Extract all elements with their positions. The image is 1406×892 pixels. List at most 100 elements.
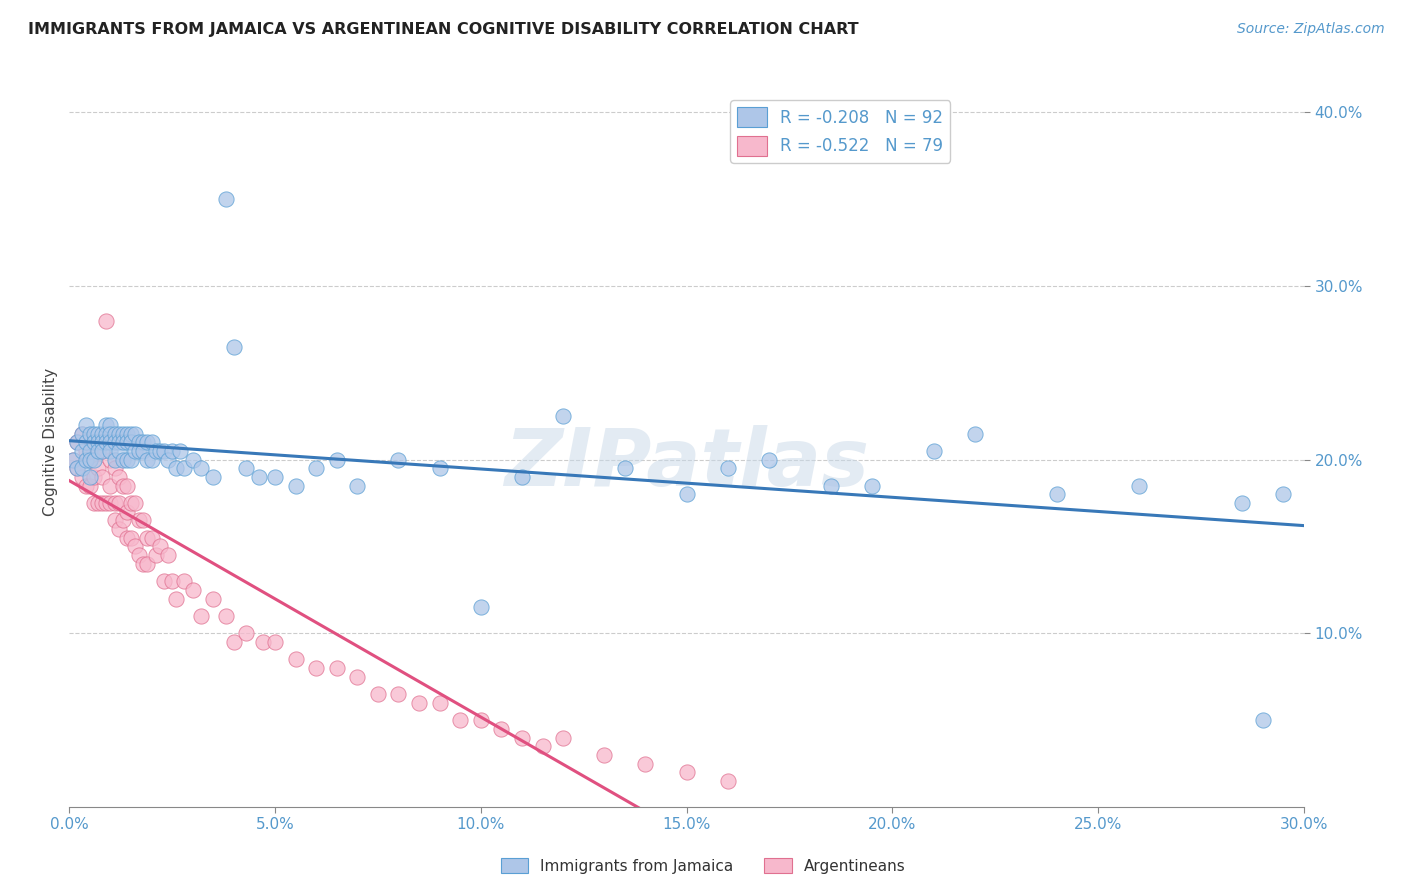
Point — [190, 608, 212, 623]
Point — [79, 443, 101, 458]
Point — [107, 496, 129, 510]
Point — [173, 574, 195, 589]
Point — [107, 443, 129, 458]
Legend: R = -0.208   N = 92, R = -0.522   N = 79: R = -0.208 N = 92, R = -0.522 N = 79 — [730, 101, 950, 162]
Point — [510, 731, 533, 745]
Y-axis label: Cognitive Disability: Cognitive Disability — [44, 368, 58, 516]
Point — [70, 426, 93, 441]
Point — [83, 435, 105, 450]
Point — [87, 461, 110, 475]
Point — [326, 452, 349, 467]
Point — [70, 470, 93, 484]
Point — [470, 600, 492, 615]
Point — [96, 435, 118, 450]
Point — [100, 435, 122, 450]
Point — [66, 435, 89, 450]
Point — [107, 426, 129, 441]
Point — [264, 470, 287, 484]
Point — [235, 461, 257, 475]
Point — [510, 470, 533, 484]
Point — [491, 722, 513, 736]
Point — [66, 461, 89, 475]
Point — [62, 452, 84, 467]
Point — [326, 661, 349, 675]
Point — [136, 531, 159, 545]
Point — [115, 505, 138, 519]
Point — [141, 452, 163, 467]
Point — [1128, 478, 1150, 492]
Point — [145, 548, 167, 562]
Point — [100, 443, 122, 458]
Point — [613, 461, 636, 475]
Point — [91, 435, 114, 450]
Point — [79, 435, 101, 450]
Point — [91, 496, 114, 510]
Point — [190, 461, 212, 475]
Point — [222, 340, 245, 354]
Point — [120, 496, 142, 510]
Point — [305, 661, 328, 675]
Point — [160, 574, 183, 589]
Point — [202, 591, 225, 606]
Point — [87, 443, 110, 458]
Legend: Immigrants from Jamaica, Argentineans: Immigrants from Jamaica, Argentineans — [495, 852, 911, 880]
Point — [181, 452, 204, 467]
Point — [132, 557, 155, 571]
Point — [120, 452, 142, 467]
Point — [214, 608, 236, 623]
Point — [75, 443, 97, 458]
Point — [79, 470, 101, 484]
Point — [136, 452, 159, 467]
Point — [111, 513, 134, 527]
Point — [111, 435, 134, 450]
Point — [62, 452, 84, 467]
Point — [96, 417, 118, 432]
Point — [124, 443, 146, 458]
Point — [675, 487, 697, 501]
Point — [717, 773, 740, 788]
Point — [100, 496, 122, 510]
Point — [91, 443, 114, 458]
Point — [387, 452, 409, 467]
Point — [103, 461, 125, 475]
Point — [100, 478, 122, 492]
Point — [100, 452, 122, 467]
Point — [66, 435, 89, 450]
Point — [141, 435, 163, 450]
Point — [181, 582, 204, 597]
Point — [107, 522, 129, 536]
Point — [922, 443, 945, 458]
Point — [675, 765, 697, 780]
Point — [173, 461, 195, 475]
Point — [66, 461, 89, 475]
Point — [115, 426, 138, 441]
Point — [235, 626, 257, 640]
Point — [149, 540, 172, 554]
Point — [860, 478, 883, 492]
Point — [346, 478, 368, 492]
Point — [202, 470, 225, 484]
Point — [153, 574, 176, 589]
Point — [132, 443, 155, 458]
Point — [367, 687, 389, 701]
Point — [531, 739, 554, 754]
Point — [758, 452, 780, 467]
Point — [115, 435, 138, 450]
Point — [87, 426, 110, 441]
Point — [103, 426, 125, 441]
Point — [214, 192, 236, 206]
Point — [252, 635, 274, 649]
Point — [149, 443, 172, 458]
Point — [634, 756, 657, 771]
Point — [165, 591, 187, 606]
Point — [153, 443, 176, 458]
Point — [247, 470, 270, 484]
Point — [284, 478, 307, 492]
Point — [470, 713, 492, 727]
Point — [96, 426, 118, 441]
Point — [141, 531, 163, 545]
Point — [387, 687, 409, 701]
Point — [408, 696, 430, 710]
Point — [87, 443, 110, 458]
Point — [124, 426, 146, 441]
